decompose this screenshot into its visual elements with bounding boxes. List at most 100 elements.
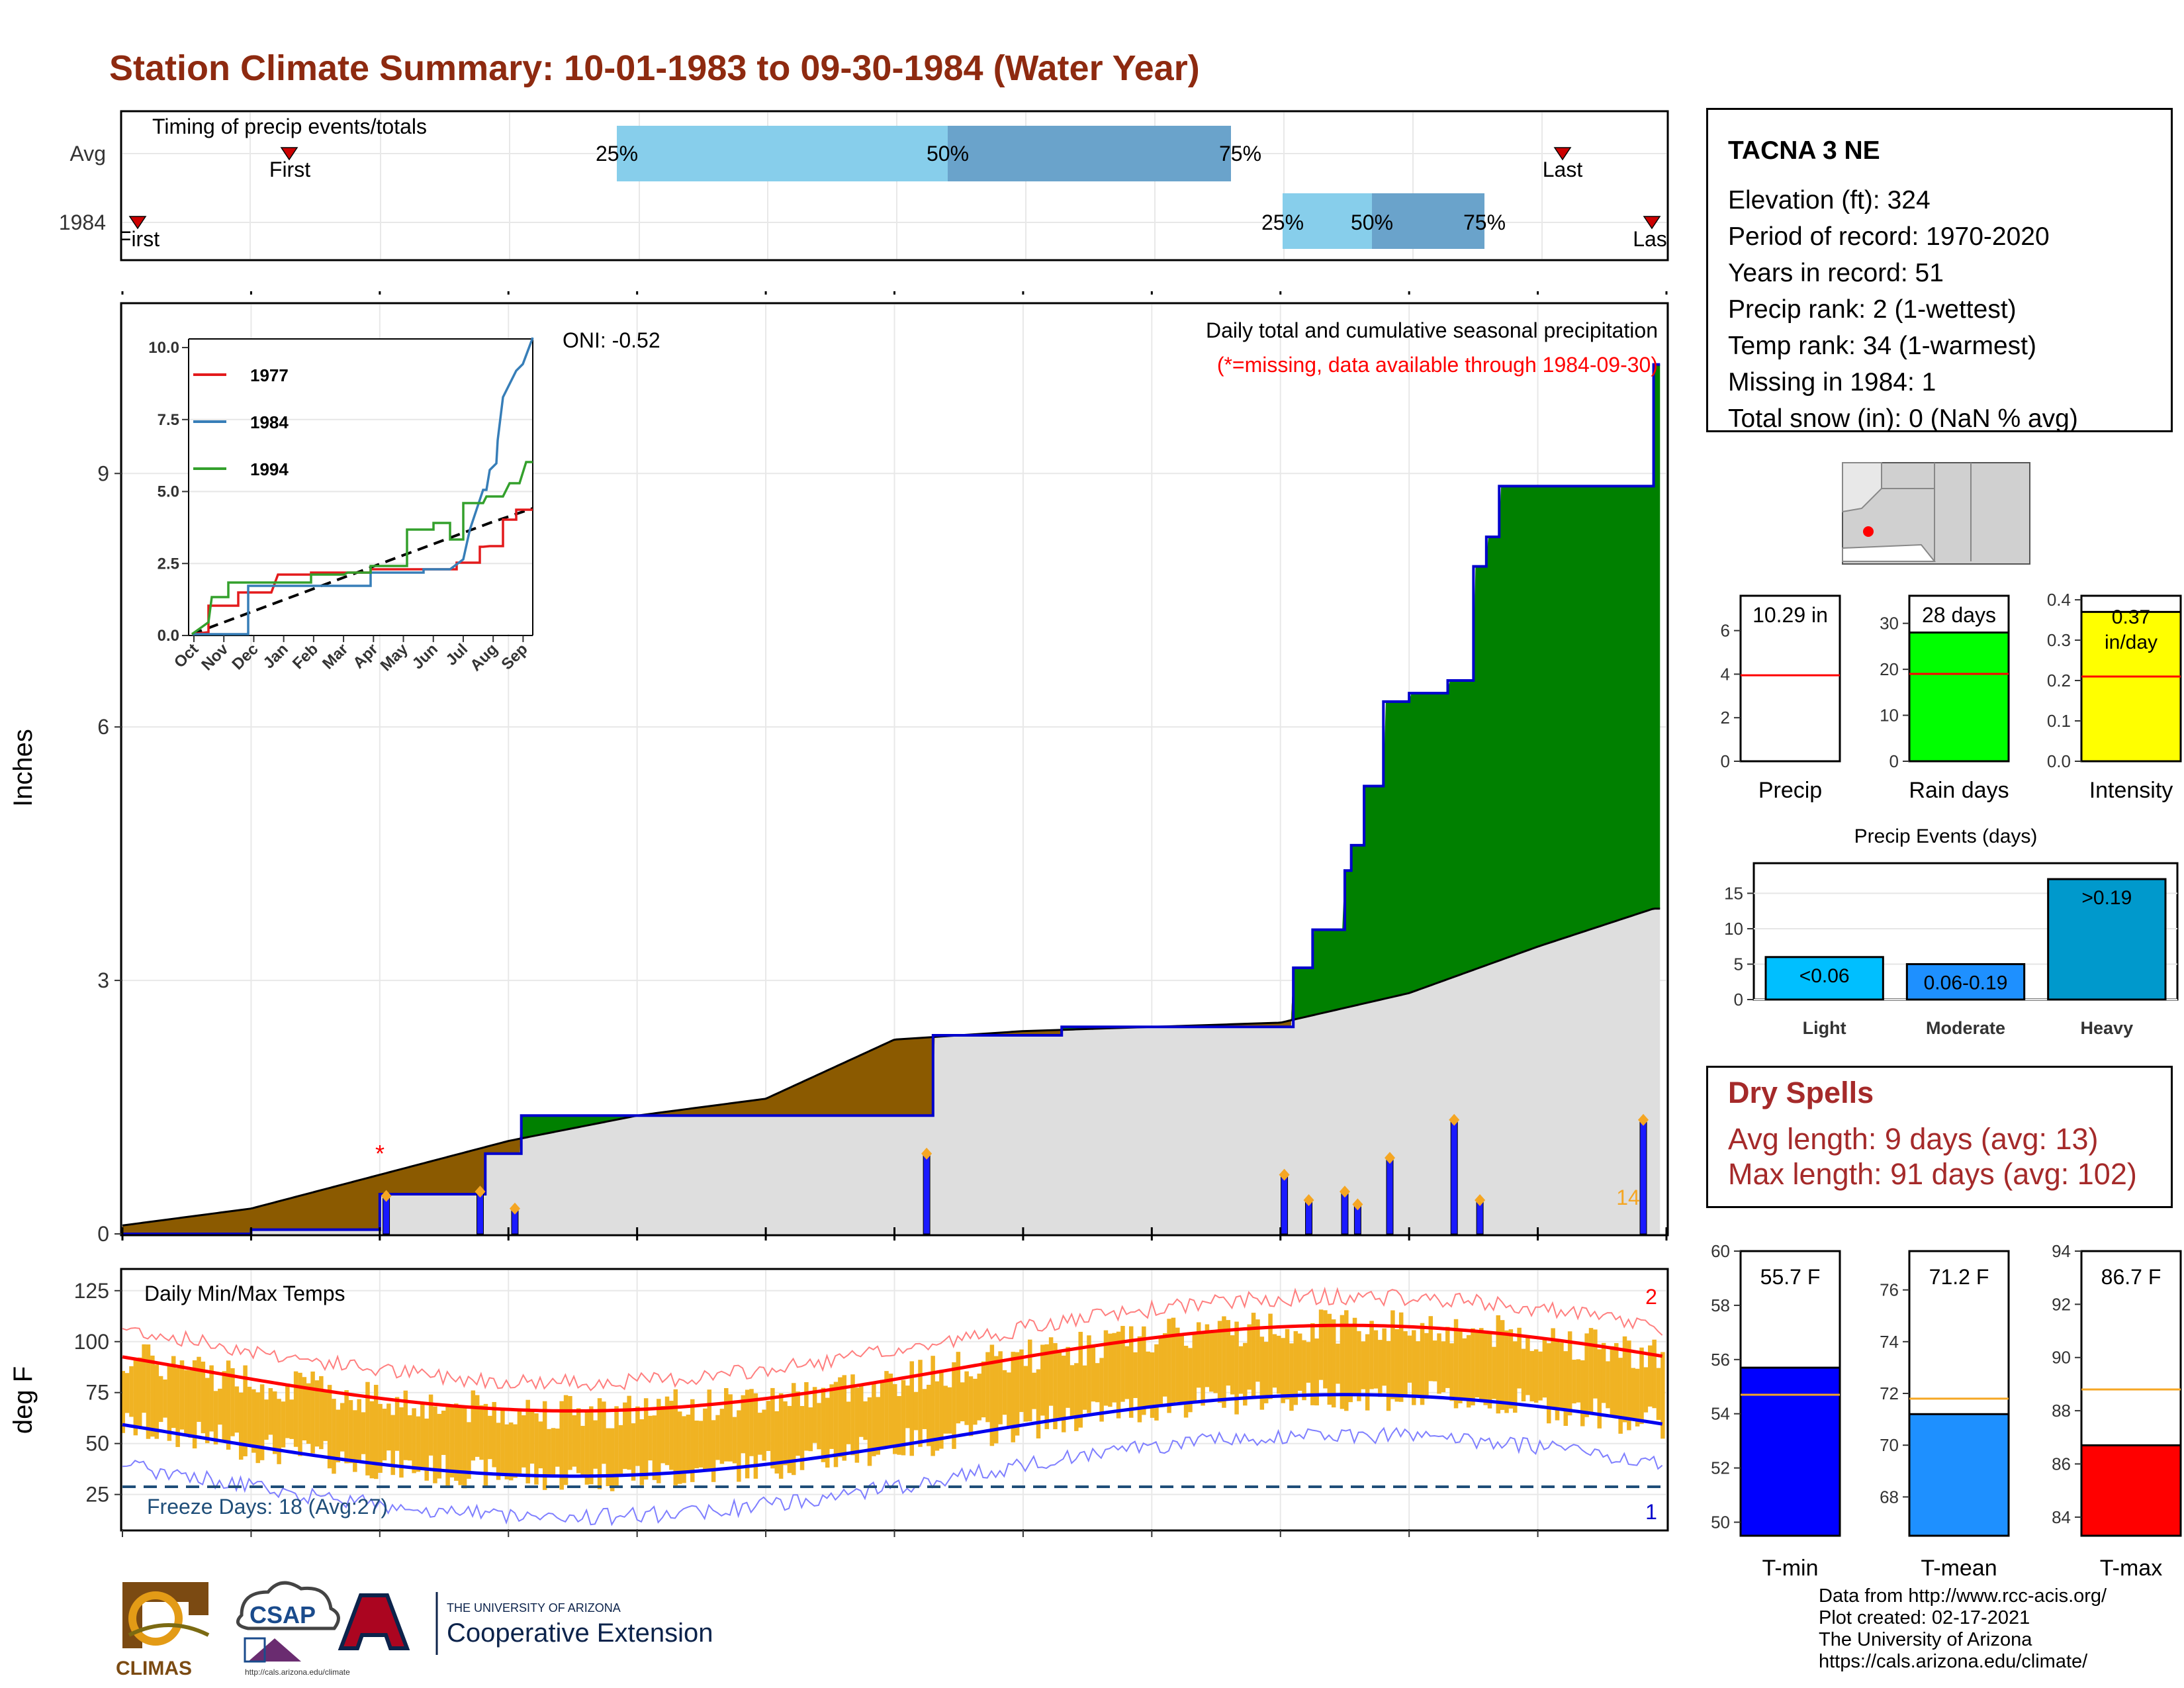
daily-temp-range-bar	[1201, 1333, 1205, 1406]
daily-temp-range-bar	[218, 1388, 222, 1425]
daily-temp-range-bar	[399, 1407, 404, 1478]
daily-temp-range-bar	[1348, 1325, 1353, 1403]
daily-precip-marker	[1352, 1198, 1363, 1211]
daily-temp-range-bar	[1635, 1368, 1640, 1427]
station-snow: Total snow (in): 0 (NaN % avg)	[1728, 404, 2078, 433]
daily-temp-range-bar	[133, 1359, 138, 1436]
daily-temp-range-bar	[1390, 1310, 1395, 1399]
daily-temp-range-bar	[905, 1385, 910, 1429]
daily-temp-range-bar	[1133, 1352, 1138, 1398]
daily-temp-range-bar	[597, 1398, 602, 1489]
daily-temp-range-bar	[420, 1401, 425, 1468]
daily-temp-range-bar	[783, 1401, 788, 1466]
daily-temp-range-bar	[517, 1411, 522, 1475]
daily-temp-range-bar	[268, 1388, 273, 1435]
daily-temp-range-bar	[433, 1406, 437, 1483]
daily-temp-range-bar	[1234, 1321, 1239, 1415]
daily-temp-range-bar	[1128, 1326, 1134, 1418]
daily-temp-range-bar	[787, 1405, 792, 1474]
daily-temp-range-bar	[1398, 1312, 1404, 1402]
temp-bar-tick: 52	[1711, 1458, 1730, 1478]
daily-temp-range-bar	[1424, 1333, 1429, 1399]
daily-temp-range-bar	[500, 1409, 505, 1474]
credit-data-source: Data from http://www.rcc-acis.org/	[1819, 1585, 2107, 1607]
daily-temp-range-bar	[361, 1412, 366, 1454]
temp-bar-tick: 76	[1880, 1280, 1899, 1300]
temp-bar-tick: 90	[2052, 1348, 2071, 1368]
daily-temp-range-bar	[1310, 1323, 1315, 1405]
daily-temp-range-bar	[1412, 1330, 1416, 1405]
daily-temp-range-bar	[1475, 1331, 1480, 1397]
daily-temp-range-bar	[281, 1401, 286, 1448]
year-last-label: Las	[1633, 227, 1667, 251]
daily-temp-range-bar	[1627, 1340, 1631, 1430]
timing-row-avg: Avg	[69, 142, 106, 165]
year-last-marker	[1643, 216, 1661, 230]
daily-temp-range-bar	[1416, 1341, 1420, 1397]
daily-temp-range-bar	[551, 1428, 556, 1476]
average-cumulative-line	[122, 908, 1661, 1227]
daily-temp-range-bar	[513, 1424, 518, 1478]
daily-temp-range-bar	[1263, 1342, 1269, 1403]
daily-temp-range-bar	[1078, 1331, 1083, 1428]
csap-logo: CSAP http://cals.arizona.edu/climate	[236, 1581, 350, 1677]
precip-ytick-label: 3	[97, 968, 109, 992]
daily-temp-range-bar	[1453, 1319, 1459, 1409]
daily-temp-range-bar	[812, 1387, 817, 1443]
temp-ytick-label: 25	[85, 1483, 109, 1507]
daily-temp-range-bar	[934, 1381, 940, 1451]
inset-chart: 0.0 2.5 5.0 7.5 10.0 OctNovDecJanFebMarAprMa…	[148, 337, 534, 675]
inset-xtick-label: Oct	[171, 640, 202, 671]
daily-temp-range-bar	[441, 1410, 446, 1455]
daily-temp-range-bar	[373, 1385, 379, 1479]
daily-temp-range-bar	[711, 1420, 716, 1482]
inset-legend-1994: 1994	[250, 459, 289, 479]
daily-temp-range-bar	[1259, 1336, 1265, 1410]
temp-panel-label: Daily Min/Max Temps	[144, 1282, 345, 1305]
daily-temp-range-bar	[428, 1394, 433, 1456]
daily-temp-range-bar	[142, 1344, 146, 1413]
mini-bar-value	[1908, 632, 2010, 763]
temp-bar-tick: 50	[1711, 1513, 1730, 1532]
mini-bar-value-text: 0.37	[2112, 606, 2150, 628]
daily-temp-range-bar	[576, 1408, 581, 1474]
year-p50: 50%	[1351, 211, 1393, 234]
events-tick: 0	[1734, 990, 1743, 1009]
daily-temp-range-bar	[749, 1389, 754, 1456]
daily-temp-range-bar	[652, 1415, 657, 1480]
daily-temp-range-bar	[922, 1389, 927, 1429]
events-tick: 15	[1724, 883, 1743, 903]
mini-bar-tick: 30	[1880, 614, 1899, 633]
daily-temp-range-bar	[1606, 1361, 1610, 1409]
daily-temp-range-bar	[639, 1419, 645, 1485]
daily-temp-range-bar	[1369, 1321, 1374, 1389]
daily-temp-range-bar	[222, 1371, 226, 1442]
temp-bar-t-mean: 68 70 72 74 76 71.2 F T-mean	[1880, 1250, 2010, 1581]
daily-temp-range-bar	[1124, 1346, 1130, 1399]
daily-temp-range-bar	[412, 1408, 416, 1474]
daily-temp-range-bar	[1289, 1343, 1294, 1411]
daily-temp-range-bar	[525, 1399, 530, 1483]
daily-temp-range-bar	[1492, 1346, 1496, 1399]
daily-temp-range-bar	[213, 1391, 218, 1445]
daily-temp-range-bar	[1158, 1336, 1163, 1405]
daily-temp-range-bar	[188, 1370, 193, 1438]
daily-temp-range-bar	[909, 1361, 914, 1456]
daily-temp-range-bar	[298, 1372, 302, 1456]
daily-temp-range-bar	[1108, 1333, 1113, 1407]
precip-ytick-label: 9	[97, 461, 109, 485]
daily-temp-range-bar	[1643, 1367, 1649, 1413]
daily-temp-range-bar	[1306, 1342, 1311, 1383]
daily-temp-range-bar	[1099, 1358, 1104, 1422]
daily-temp-range-bar	[1407, 1335, 1412, 1383]
daily-temp-range-bar	[989, 1344, 995, 1446]
daily-temp-range-bar	[698, 1421, 704, 1468]
daily-temp-range-bar	[1521, 1348, 1526, 1401]
daily-temp-range-bar	[1538, 1351, 1543, 1401]
daily-temp-range-bar	[973, 1378, 978, 1425]
daily-temp-range-bar	[580, 1426, 585, 1478]
daily-temp-range-bar	[1285, 1329, 1290, 1400]
daily-temp-range-bar	[1318, 1309, 1324, 1380]
daily-temp-range-bar	[390, 1415, 395, 1476]
daily-temp-range-bar	[968, 1376, 974, 1436]
